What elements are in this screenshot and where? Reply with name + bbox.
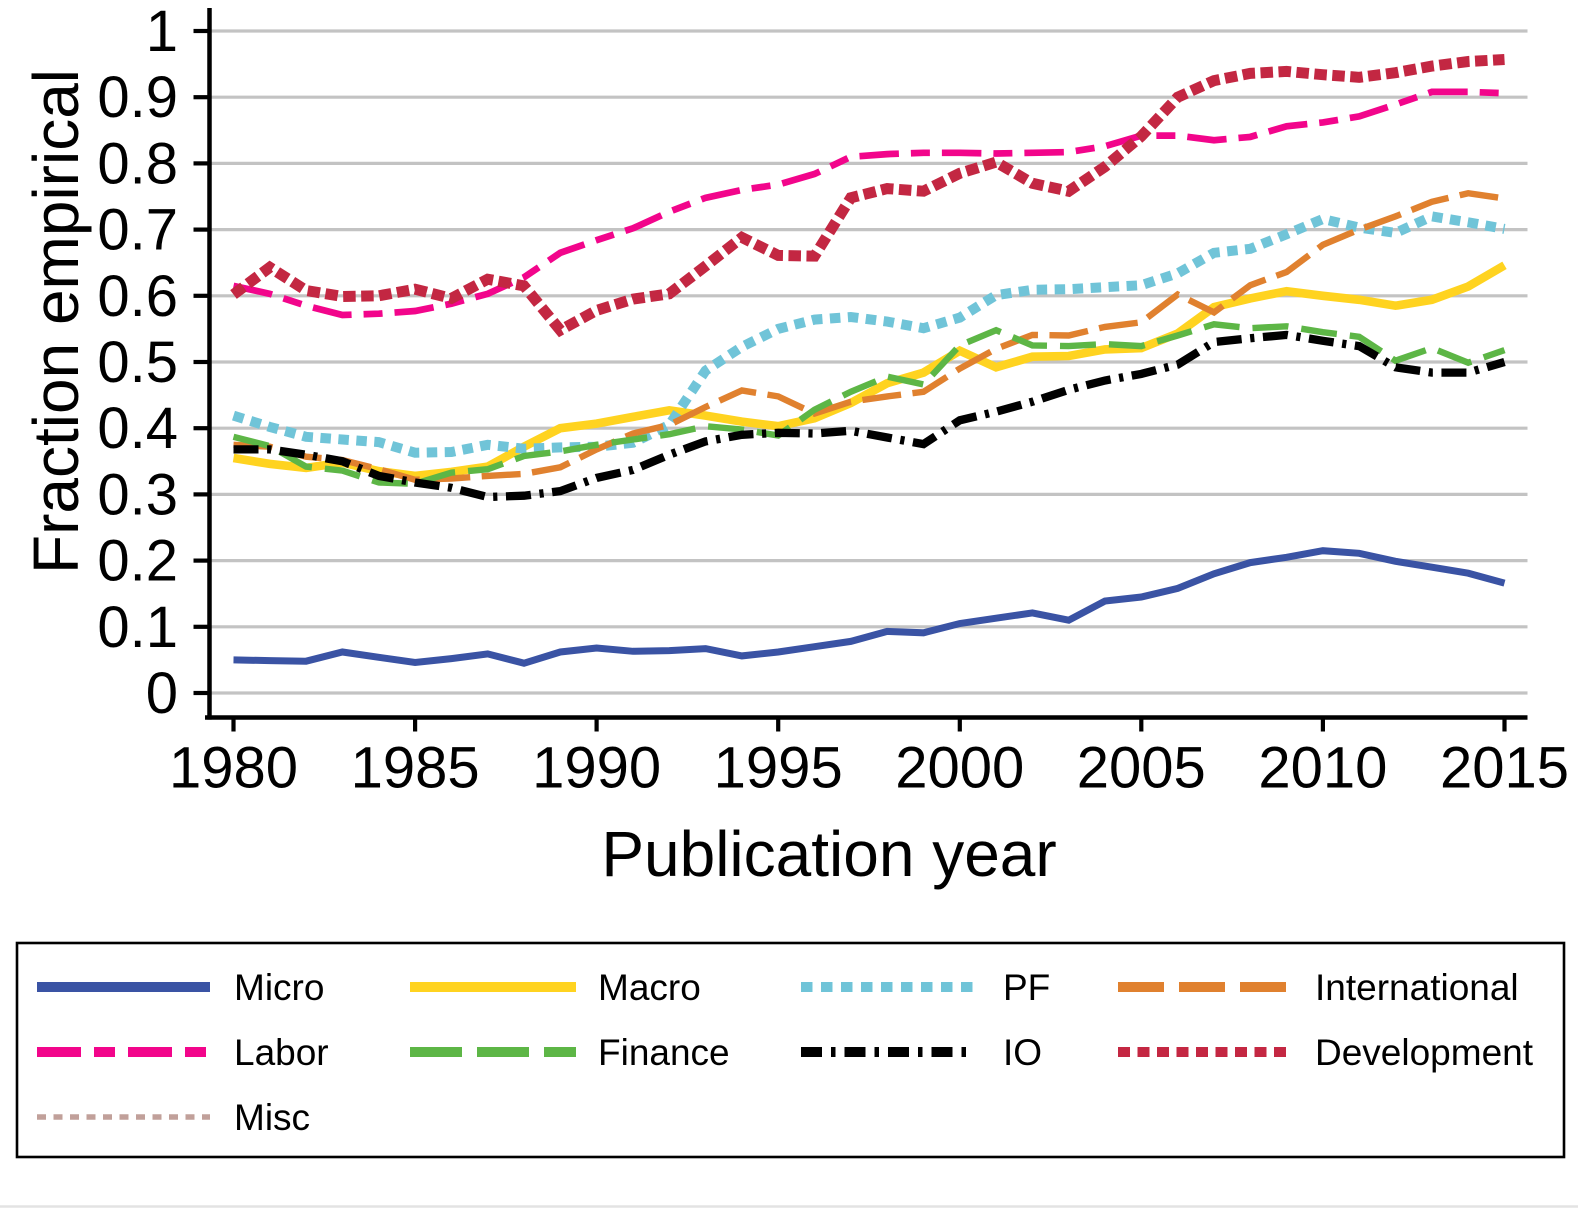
svg-text:1980: 1980	[169, 736, 298, 801]
svg-text:Development: Development	[1315, 1032, 1534, 1073]
svg-text:Macro: Macro	[598, 967, 701, 1008]
svg-text:1990: 1990	[532, 736, 661, 801]
svg-text:0.8: 0.8	[97, 131, 178, 196]
svg-text:IO: IO	[1003, 1032, 1042, 1073]
svg-text:0: 0	[146, 661, 178, 726]
svg-text:0.4: 0.4	[97, 396, 178, 461]
svg-text:Misc: Misc	[234, 1097, 310, 1138]
svg-text:0.5: 0.5	[97, 330, 178, 395]
svg-text:0.6: 0.6	[97, 264, 178, 329]
svg-text:2000: 2000	[895, 736, 1024, 801]
svg-text:0.1: 0.1	[97, 595, 178, 660]
svg-text:Finance: Finance	[598, 1032, 730, 1073]
svg-text:Fraction empirical: Fraction empirical	[20, 69, 92, 574]
svg-text:0.9: 0.9	[97, 65, 178, 130]
svg-text:Micro: Micro	[234, 967, 324, 1008]
svg-text:Labor: Labor	[234, 1032, 329, 1073]
svg-text:1985: 1985	[351, 736, 480, 801]
svg-text:2010: 2010	[1258, 736, 1387, 801]
svg-text:0.7: 0.7	[97, 198, 178, 263]
svg-text:2005: 2005	[1077, 736, 1206, 801]
svg-text:1995: 1995	[714, 736, 843, 801]
svg-text:0.3: 0.3	[97, 462, 178, 527]
svg-text:PF: PF	[1003, 967, 1050, 1008]
svg-text:1: 1	[146, 0, 178, 64]
svg-text:2015: 2015	[1440, 736, 1569, 801]
svg-text:0.2: 0.2	[97, 529, 178, 594]
svg-text:International: International	[1315, 967, 1519, 1008]
svg-text:Publication year: Publication year	[601, 818, 1056, 890]
